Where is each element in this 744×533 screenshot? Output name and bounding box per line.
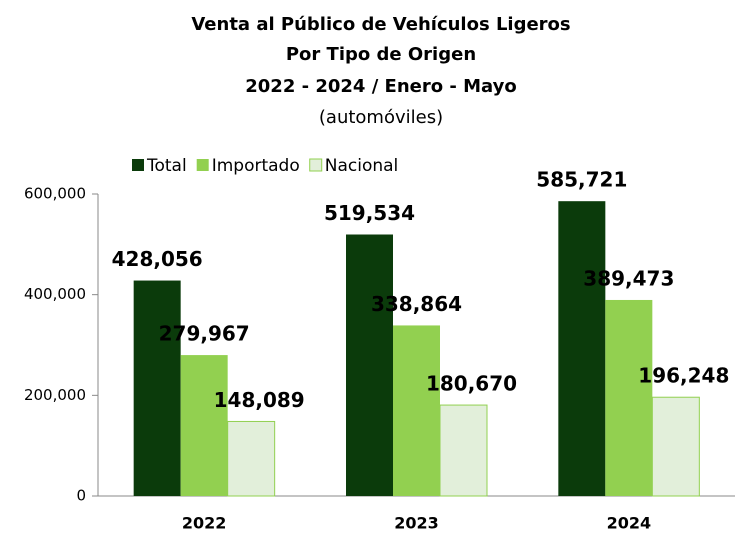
chart-subtitle: (automóviles): [319, 107, 443, 128]
legend-label: Nacional: [325, 156, 399, 176]
data-label: 585,721: [536, 168, 627, 192]
bar: [227, 420, 276, 497]
bar: [180, 355, 228, 496]
y-tick-label: 400,000: [24, 285, 86, 303]
legend-label: Importado: [212, 156, 300, 176]
bar: [439, 404, 488, 497]
x-tick-label: 2024: [607, 514, 652, 533]
chart-title: Por Tipo de Origen: [286, 44, 476, 65]
legend-swatch: [309, 158, 323, 172]
legend-swatch: [196, 159, 209, 171]
x-tick-label: 2023: [394, 514, 439, 533]
bar: [558, 201, 606, 496]
data-label: 338,864: [371, 292, 462, 316]
bar: [605, 299, 653, 496]
data-label: 180,670: [426, 372, 517, 396]
data-label: 279,967: [159, 322, 250, 346]
y-tick-label: 200,000: [24, 386, 86, 404]
chart-title: 2022 - 2024 / Enero - Mayo: [245, 76, 516, 97]
data-label: 389,473: [583, 266, 674, 290]
x-tick-label: 2022: [182, 514, 227, 533]
y-tick-label: 600,000: [24, 185, 86, 203]
data-label: 428,056: [112, 247, 203, 271]
legend-label: Total: [146, 156, 187, 176]
chart-title: Venta al Público de Vehículos Ligeros: [191, 14, 570, 35]
y-tick-label: 0: [76, 487, 86, 505]
bar: [393, 325, 440, 496]
bar: [346, 234, 393, 496]
bar: [651, 396, 700, 497]
bar: [133, 280, 181, 496]
data-label: 519,534: [324, 201, 415, 225]
data-label: 148,089: [214, 388, 305, 412]
data-label: 196,248: [638, 364, 729, 388]
legend-swatch: [132, 159, 144, 171]
